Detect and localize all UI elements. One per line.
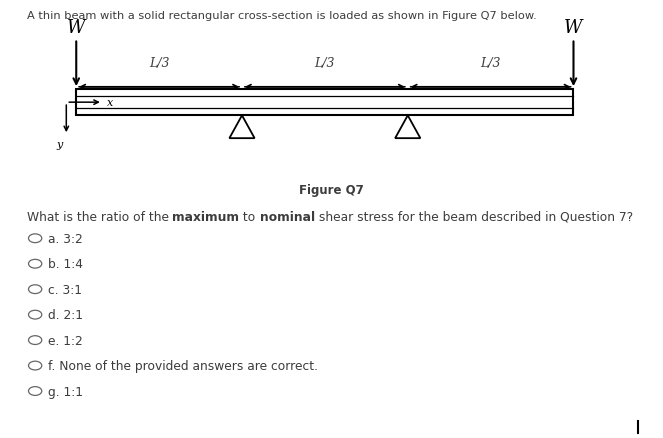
Text: a. 3:2: a. 3:2 <box>48 232 83 245</box>
Text: c. 3:1: c. 3:1 <box>48 283 82 296</box>
Text: to: to <box>239 210 259 223</box>
Text: g. 1:1: g. 1:1 <box>48 385 84 398</box>
Text: W: W <box>564 19 583 37</box>
Text: b. 1:4: b. 1:4 <box>48 258 84 271</box>
Text: A thin beam with a solid rectangular cross-section is loaded as shown in Figure : A thin beam with a solid rectangular cro… <box>27 11 536 21</box>
Text: L/3: L/3 <box>481 57 501 70</box>
Text: maximum: maximum <box>172 210 239 223</box>
Text: L/3: L/3 <box>149 57 169 70</box>
Text: nominal: nominal <box>259 210 315 223</box>
Text: f. None of the provided answers are correct.: f. None of the provided answers are corr… <box>48 359 318 372</box>
Text: x: x <box>107 98 113 108</box>
Text: L/3: L/3 <box>315 57 335 70</box>
Text: d. 2:1: d. 2:1 <box>48 308 84 321</box>
Text: W: W <box>67 19 86 37</box>
Text: e. 1:2: e. 1:2 <box>48 334 83 347</box>
Text: shear stress for the beam described in Question 7?: shear stress for the beam described in Q… <box>315 210 633 223</box>
Text: Figure Q7: Figure Q7 <box>299 184 364 197</box>
Bar <box>76 90 573 116</box>
Text: y: y <box>56 140 63 150</box>
Text: What is the ratio of the: What is the ratio of the <box>27 210 172 223</box>
